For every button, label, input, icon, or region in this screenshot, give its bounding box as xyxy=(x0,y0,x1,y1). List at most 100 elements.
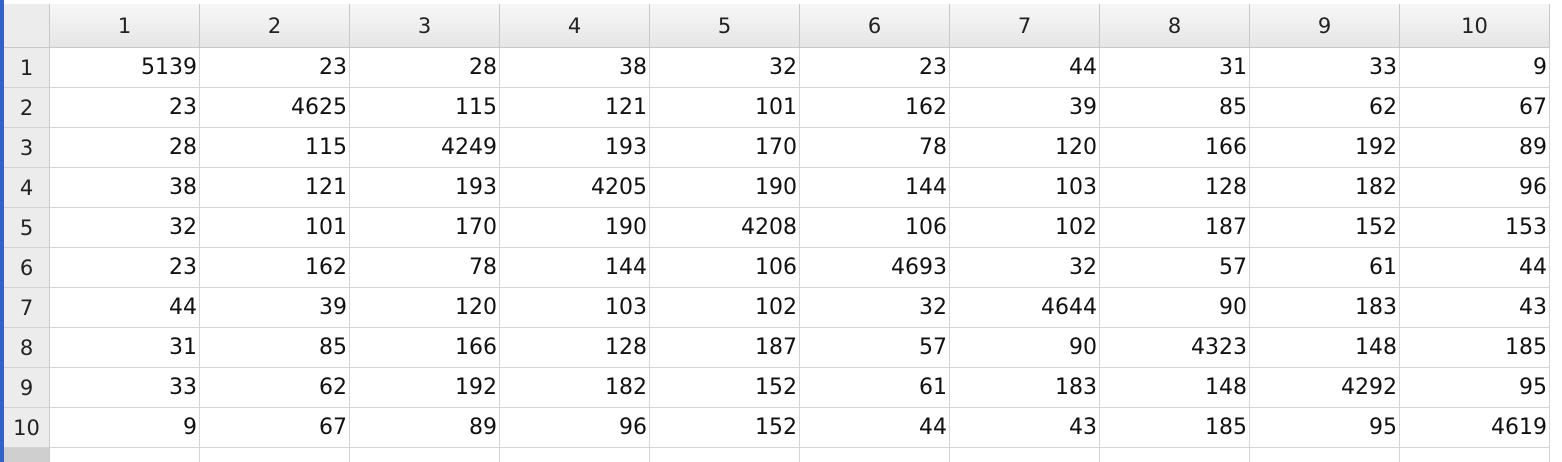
row-header[interactable]: 6 xyxy=(4,248,50,288)
table-cell[interactable]: 61 xyxy=(1250,248,1400,288)
table-cell[interactable]: 166 xyxy=(1100,128,1250,168)
table-cell[interactable]: 182 xyxy=(500,368,650,408)
table-cell[interactable]: 38 xyxy=(500,48,650,88)
table-cell[interactable]: 101 xyxy=(200,208,350,248)
table-cell[interactable]: 115 xyxy=(350,88,500,128)
row-header[interactable]: 5 xyxy=(4,208,50,248)
table-cell-partial[interactable] xyxy=(800,448,950,462)
table-cell[interactable]: 121 xyxy=(500,88,650,128)
table-cell[interactable]: 182 xyxy=(1250,168,1400,208)
table-cell[interactable]: 103 xyxy=(500,288,650,328)
table-cell-partial[interactable] xyxy=(650,448,800,462)
column-header[interactable]: 1 xyxy=(50,4,200,48)
table-cell-partial[interactable] xyxy=(1250,448,1400,462)
column-header[interactable]: 7 xyxy=(950,4,1100,48)
table-cell[interactable]: 190 xyxy=(500,208,650,248)
table-corner[interactable] xyxy=(4,4,50,48)
table-cell[interactable]: 61 xyxy=(800,368,950,408)
table-cell[interactable]: 148 xyxy=(1250,328,1400,368)
table-cell[interactable]: 4249 xyxy=(350,128,500,168)
table-cell[interactable]: 4292 xyxy=(1250,368,1400,408)
table-cell[interactable]: 62 xyxy=(200,368,350,408)
column-header[interactable]: 3 xyxy=(350,4,500,48)
table-cell[interactable]: 95 xyxy=(1250,408,1400,448)
table-cell[interactable]: 4619 xyxy=(1400,408,1550,448)
table-cell[interactable]: 144 xyxy=(800,168,950,208)
table-cell-partial[interactable] xyxy=(1100,448,1250,462)
table-cell[interactable]: 128 xyxy=(1100,168,1250,208)
table-cell[interactable]: 33 xyxy=(1250,48,1400,88)
table-cell[interactable]: 57 xyxy=(1100,248,1250,288)
table-cell-partial[interactable] xyxy=(50,448,200,462)
table-cell[interactable]: 33 xyxy=(50,368,200,408)
table-cell[interactable]: 5139 xyxy=(50,48,200,88)
table-cell[interactable]: 153 xyxy=(1400,208,1550,248)
table-cell[interactable]: 103 xyxy=(950,168,1100,208)
table-cell[interactable]: 67 xyxy=(200,408,350,448)
row-header[interactable]: 8 xyxy=(4,328,50,368)
table-cell[interactable]: 85 xyxy=(200,328,350,368)
table-cell[interactable]: 193 xyxy=(500,128,650,168)
table-cell[interactable]: 31 xyxy=(1100,48,1250,88)
table-cell[interactable]: 9 xyxy=(1400,48,1550,88)
table-cell[interactable]: 106 xyxy=(650,248,800,288)
table-cell[interactable]: 57 xyxy=(800,328,950,368)
table-cell[interactable]: 121 xyxy=(200,168,350,208)
table-cell-partial[interactable] xyxy=(1400,448,1550,462)
column-header[interactable]: 4 xyxy=(500,4,650,48)
table-cell[interactable]: 193 xyxy=(350,168,500,208)
table-cell[interactable]: 32 xyxy=(650,48,800,88)
table-cell[interactable]: 89 xyxy=(350,408,500,448)
table-cell-partial[interactable] xyxy=(500,448,650,462)
row-header[interactable]: 9 xyxy=(4,368,50,408)
table-cell[interactable]: 152 xyxy=(650,368,800,408)
table-cell[interactable]: 190 xyxy=(650,168,800,208)
table-cell[interactable]: 32 xyxy=(800,288,950,328)
table-cell[interactable]: 90 xyxy=(1100,288,1250,328)
table-cell[interactable]: 187 xyxy=(650,328,800,368)
table-cell[interactable]: 44 xyxy=(800,408,950,448)
table-cell[interactable]: 162 xyxy=(200,248,350,288)
row-header[interactable]: 4 xyxy=(4,168,50,208)
table-cell[interactable]: 44 xyxy=(1400,248,1550,288)
table-cell[interactable]: 62 xyxy=(1250,88,1400,128)
row-header[interactable]: 2 xyxy=(4,88,50,128)
table-cell[interactable]: 23 xyxy=(200,48,350,88)
column-header[interactable]: 2 xyxy=(200,4,350,48)
table-cell[interactable]: 90 xyxy=(950,328,1100,368)
table-cell[interactable]: 43 xyxy=(950,408,1100,448)
table-cell[interactable]: 102 xyxy=(650,288,800,328)
table-cell[interactable]: 89 xyxy=(1400,128,1550,168)
table-cell[interactable]: 187 xyxy=(1100,208,1250,248)
table-cell[interactable]: 166 xyxy=(350,328,500,368)
table-cell[interactable]: 67 xyxy=(1400,88,1550,128)
table-cell[interactable]: 106 xyxy=(800,208,950,248)
table-cell[interactable]: 23 xyxy=(50,88,200,128)
row-header[interactable]: 7 xyxy=(4,288,50,328)
table-cell-partial[interactable] xyxy=(950,448,1100,462)
table-cell[interactable]: 4205 xyxy=(500,168,650,208)
column-header[interactable]: 8 xyxy=(1100,4,1250,48)
table-cell[interactable]: 4644 xyxy=(950,288,1100,328)
table-cell[interactable]: 96 xyxy=(500,408,650,448)
table-cell[interactable]: 101 xyxy=(650,88,800,128)
table-cell[interactable]: 38 xyxy=(50,168,200,208)
table-cell[interactable]: 96 xyxy=(1400,168,1550,208)
table-cell[interactable]: 170 xyxy=(650,128,800,168)
row-header[interactable]: 10 xyxy=(4,408,50,448)
column-header[interactable]: 10 xyxy=(1400,4,1550,48)
table-cell[interactable]: 39 xyxy=(200,288,350,328)
table-cell[interactable]: 28 xyxy=(50,128,200,168)
table-cell[interactable]: 95 xyxy=(1400,368,1550,408)
table-cell[interactable]: 152 xyxy=(1250,208,1400,248)
table-cell[interactable]: 162 xyxy=(800,88,950,128)
table-cell[interactable]: 4693 xyxy=(800,248,950,288)
table-cell[interactable]: 23 xyxy=(800,48,950,88)
column-header[interactable]: 9 xyxy=(1250,4,1400,48)
table-cell[interactable]: 32 xyxy=(950,248,1100,288)
table-cell-partial[interactable] xyxy=(200,448,350,462)
table-cell[interactable]: 4323 xyxy=(1100,328,1250,368)
table-cell[interactable]: 39 xyxy=(950,88,1100,128)
table-cell[interactable]: 85 xyxy=(1100,88,1250,128)
column-header[interactable]: 5 xyxy=(650,4,800,48)
